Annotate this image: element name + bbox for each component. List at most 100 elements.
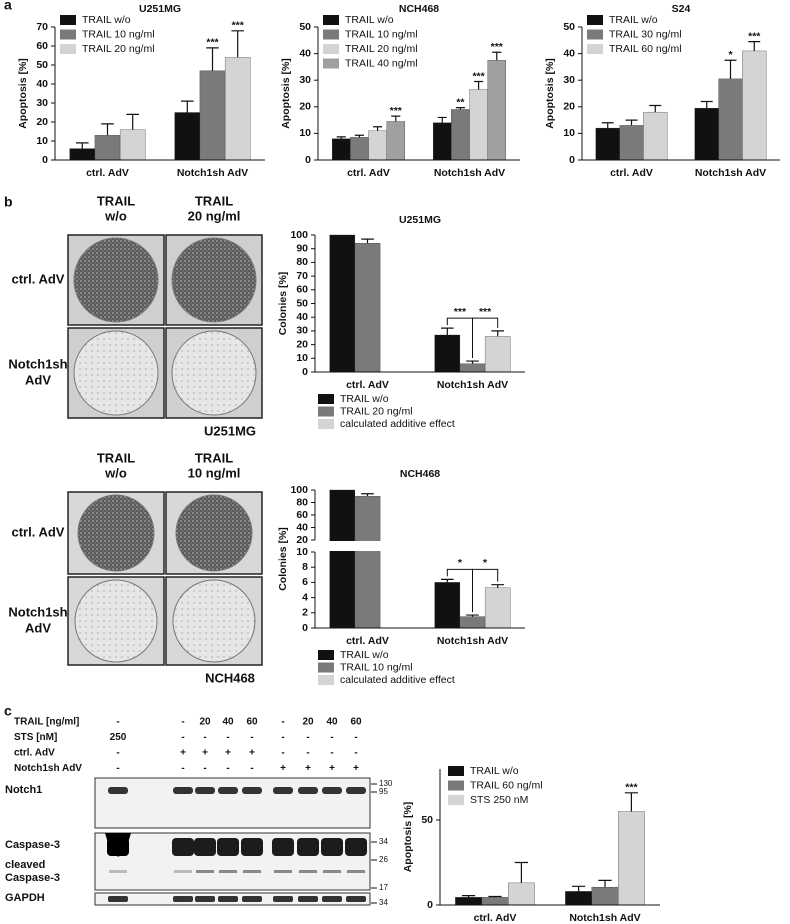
bar [69,148,96,161]
bar [643,111,668,161]
legend-label: TRAIL 20 ng/ml [345,43,418,55]
band [347,870,365,873]
y-tick-label: 30 [299,74,311,86]
band [299,870,317,873]
band [322,896,342,902]
legend-label: TRAIL 20 ng/ml [82,43,155,55]
legend-swatch [448,766,464,776]
condition-cell: + [225,748,231,759]
panel-label: b [4,194,13,210]
error-bar [231,30,244,58]
condition-cell: - [226,732,229,743]
band [273,896,293,902]
band-label: Notch1 [5,784,42,796]
legend-swatch [318,406,334,417]
band [298,896,318,902]
x-tick-label: ctrl. AdV [346,635,389,647]
band [196,870,214,873]
x-tick-label: Notch1sh AdV [437,635,508,647]
legend-swatch [60,44,76,54]
y-tick-label: 30 [296,325,308,337]
x-tick-label: ctrl. AdV [86,167,129,179]
y-tick-label: 10 [296,546,308,558]
cell-line-label: NCH468 [205,670,255,685]
legend-swatch [318,662,334,673]
y-tick-label: 0 [569,154,575,166]
bar [354,243,381,373]
y-tick-label: 100 [290,229,308,241]
band-label: Caspase-3 [5,872,60,884]
condition-cell: + [280,763,286,774]
bar [451,109,470,161]
chart-title: U251MG [139,3,181,15]
bar [455,897,482,906]
error-bar [206,47,219,71]
plate [73,330,159,416]
error-bar [181,100,194,113]
band [242,787,262,794]
condition-cell: - [116,748,119,759]
error-bar [491,330,504,337]
error-bar [491,584,504,588]
x-tick-label: Notch1sh AdV [434,167,505,179]
y-tick-label: 10 [296,352,308,364]
condition-cell: - [181,717,184,728]
condition-cell: 40 [326,717,338,728]
error-bar [441,578,454,583]
y-axis-label: Apoptosis [%] [17,58,29,129]
y-tick-label: 90 [296,242,308,254]
significance-label: *** [206,37,219,49]
axis [439,769,660,906]
condition-cell: + [305,763,311,774]
bar [591,887,619,906]
x-tick-label: Notch1sh AdV [437,379,508,391]
chart-title: U251MG [399,214,441,226]
error-bar [649,104,662,113]
y-tick-label: 10 [563,127,575,139]
condition-cell: + [249,748,255,759]
bar [329,489,356,629]
legend-swatch [318,650,334,660]
axis [314,235,525,373]
marker-label: 26 [379,855,388,864]
y-tick-label: 10 [299,127,311,139]
error-bar [361,493,374,497]
legend-swatch [318,394,334,404]
row-label: AdV [25,620,51,635]
band [194,838,216,856]
band [218,787,238,794]
y-tick-label: 50 [296,297,308,309]
bar [718,78,743,161]
y-tick-label: 0 [427,899,433,911]
band [174,870,192,873]
column-label: w/o [104,208,127,223]
y-axis-label: Apoptosis [%] [402,802,414,873]
bar [94,135,121,161]
y-tick-label: 50 [563,21,575,33]
condition-cell: - [306,732,309,743]
error-bar [76,142,89,149]
band [172,838,194,856]
significance-label: * [483,557,488,569]
band [173,896,193,902]
condition-cell: - [281,717,284,728]
y-tick-label: 100 [290,484,308,496]
plate [77,494,155,572]
bar [694,107,719,161]
y-tick-label: 50 [421,814,433,826]
error-bar [724,59,737,79]
band [298,787,318,794]
y-tick-label: 40 [296,521,308,533]
band [195,787,215,794]
condition-cell: - [330,748,333,759]
x-tick-label: ctrl. AdV [610,167,653,179]
bar [174,112,201,161]
legend-label: TRAIL 10 ng/ml [345,28,418,40]
axis [54,27,265,161]
legend-label: calculated additive effect [340,418,455,430]
y-tick-label: 40 [299,47,311,59]
x-tick-label: ctrl. AdV [347,167,390,179]
marker-label: 130 [379,779,393,788]
condition-cell: - [281,732,284,743]
column-label: TRAIL [195,193,233,208]
